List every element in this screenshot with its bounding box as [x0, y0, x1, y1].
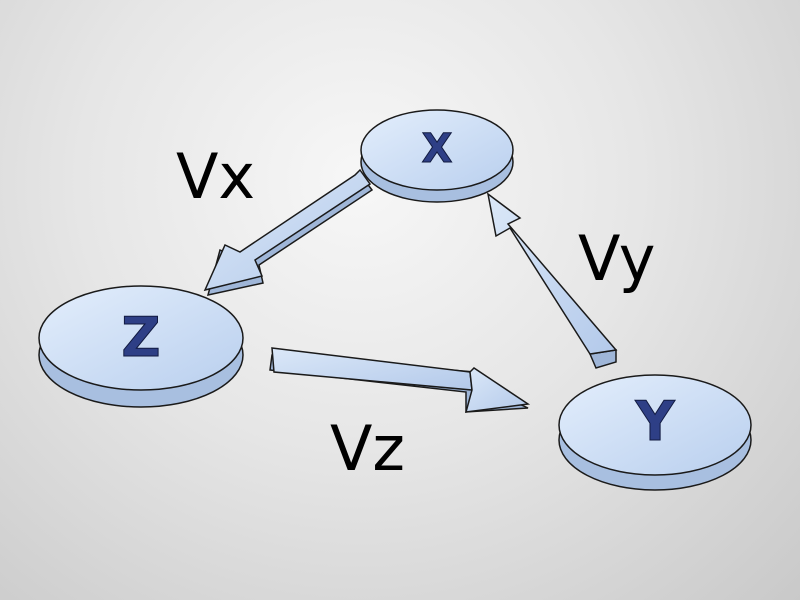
node-y-label: Y [634, 390, 675, 453]
node-z [38, 285, 244, 408]
arrow-y-to-x [486, 192, 618, 369]
node-z-label: Z [121, 306, 160, 369]
arrow-z-to-y [269, 347, 531, 413]
node-x-label: X [422, 126, 453, 172]
node-y [558, 374, 752, 491]
arrow-x-to-z [203, 168, 374, 296]
edge-label-vz: Vz [330, 412, 405, 485]
edge-label-vy: Vy [578, 222, 656, 295]
node-x [360, 109, 514, 203]
edge-label-vx: Vx [176, 140, 256, 213]
